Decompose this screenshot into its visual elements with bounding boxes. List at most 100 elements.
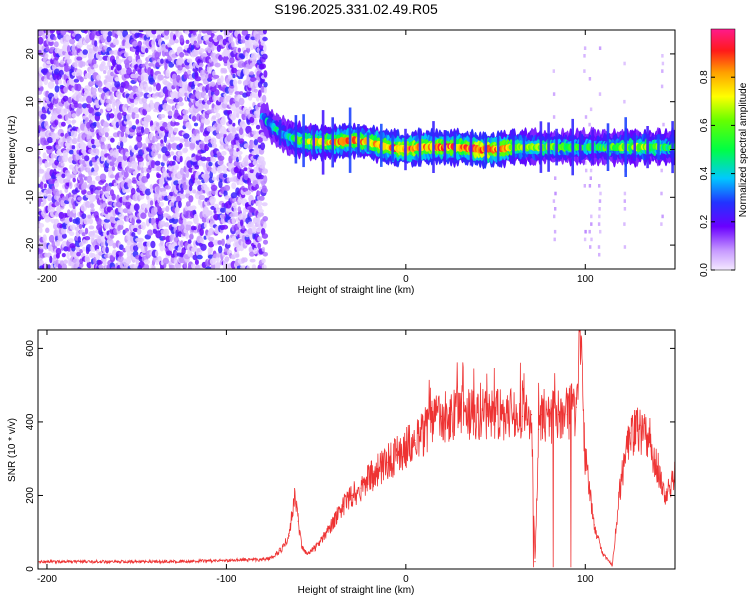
spectrogram-cell [237, 79, 242, 85]
spectrogram-cell [209, 196, 216, 204]
snr-x-tick-label: -200 [37, 574, 57, 585]
spectrogram-cell [262, 36, 268, 42]
spectrogram-cell [63, 86, 68, 94]
spectrogram-cell [109, 113, 115, 119]
spectrogram-cell [104, 65, 109, 71]
spectrogram-cell [182, 109, 189, 115]
spectrogram-cell [163, 228, 170, 237]
spectrogram-cell [131, 111, 136, 120]
spectrogram-cell [554, 207, 557, 211]
spectrogram-cell [52, 257, 57, 265]
spectrogram-cell [92, 121, 98, 127]
spectrogram-cell [245, 125, 252, 135]
spectrogram-cell [598, 46, 602, 50]
spectrogram-cell [82, 49, 88, 55]
spectrogram-cell [61, 196, 67, 201]
spectrogram-cell [212, 74, 220, 79]
spectrogram-cell [162, 207, 167, 212]
spectrogram-cell [215, 256, 220, 263]
spectrogram-cell [661, 69, 664, 73]
spectrogram-cell [183, 147, 189, 153]
spectrogram-cell [261, 202, 268, 207]
spectrogram-cell [208, 58, 213, 63]
spectrogram-cell [84, 155, 90, 162]
spectrogram-flare [633, 133, 636, 162]
spectrogram-cell [185, 231, 190, 240]
spectrogram-cell [146, 241, 151, 248]
spectrogram-cell [201, 86, 206, 92]
spectrogram-cell [197, 33, 202, 42]
spectrogram-cell [223, 128, 228, 135]
spectrogram-cell [198, 99, 203, 104]
spectrogram-cell [76, 106, 83, 115]
spectrogram-cell [111, 165, 116, 172]
snr-data-point [647, 439, 649, 441]
spectrogram-cell [262, 216, 269, 222]
spectrogram-cell [261, 165, 266, 170]
spectrogram-cell [160, 58, 164, 64]
spectrogram-cell [124, 103, 128, 108]
spectrogram-cell [553, 237, 556, 242]
spectrogram-cell [220, 75, 224, 83]
spectrogram-cell [60, 162, 65, 167]
spectrogram-cell [195, 42, 200, 48]
spectrogram-cell [38, 168, 45, 174]
snr-x-tick-label: -100 [216, 574, 236, 585]
spectrogram-cell [75, 68, 83, 77]
spectrogram-cell [194, 259, 199, 266]
spectrogram-cell [238, 154, 242, 161]
spectrogram-cell [165, 69, 170, 78]
spectrogram-cell [223, 165, 228, 174]
spectrogram-cell [117, 213, 125, 220]
spectrogram-cell [38, 36, 44, 45]
spectrogram-cell [231, 41, 235, 48]
spectrogram-cell [152, 86, 157, 92]
spectrogram-cell [199, 62, 204, 68]
spectrogram-cell [49, 209, 57, 218]
spectrogram-cell [198, 30, 202, 34]
spectrogram-cell [157, 46, 162, 53]
spectrogram-cell [228, 119, 233, 125]
spectrogram-flare [312, 124, 315, 160]
spectrogram-cell [188, 124, 192, 131]
spectrogram-cell [41, 144, 48, 150]
spectrogram-cell [210, 184, 218, 191]
spectrogram-cell [137, 237, 144, 243]
spectrogram-cell [251, 130, 257, 135]
snr-data-point [495, 410, 497, 412]
spectrogram-cell [173, 212, 179, 220]
spectrogram-cell [180, 240, 184, 248]
spectrogram-cell [257, 208, 264, 213]
spectrogram-cell [213, 203, 219, 208]
spectrogram-cell [105, 104, 112, 112]
spectrogram-cell [62, 95, 69, 102]
spectrogram-cell [60, 30, 67, 36]
spectrogram-cell [244, 154, 249, 163]
spectrogram-cell [114, 77, 120, 82]
spectrogram-cell [166, 250, 173, 256]
spectrogram-cell [76, 56, 83, 61]
spectrogram-cell [623, 99, 626, 104]
snr-data-point [629, 432, 631, 434]
spectrogram-cell [154, 150, 159, 156]
spectrogram-cell [141, 203, 147, 209]
spectrogram-flare [624, 117, 627, 177]
colorbar-label: Normalized spectral amplitude [738, 82, 749, 217]
snr-data-point [351, 494, 353, 497]
spectrogram-cell [140, 212, 147, 219]
spectrogram-cell [187, 69, 191, 75]
spectrogram-cell [589, 107, 593, 112]
spectrogram-cell [257, 236, 263, 242]
spectrogram-cell [134, 113, 140, 119]
snr-data-point [468, 414, 470, 416]
spectrogram-cell [45, 45, 50, 52]
spectrogram-cell [179, 138, 185, 144]
spectrogram-cell [109, 254, 114, 261]
snr-data-point [521, 415, 524, 417]
spectrogram-cell [216, 252, 221, 258]
spectrogram-cell [61, 253, 66, 258]
spectrogram-cell [588, 122, 591, 127]
spectrogram-cell [65, 36, 72, 41]
spectrogram-cell [131, 217, 135, 226]
snr-panel: -200 -100 0 100 0 200 400 600 Height of straig… [7, 329, 676, 596]
